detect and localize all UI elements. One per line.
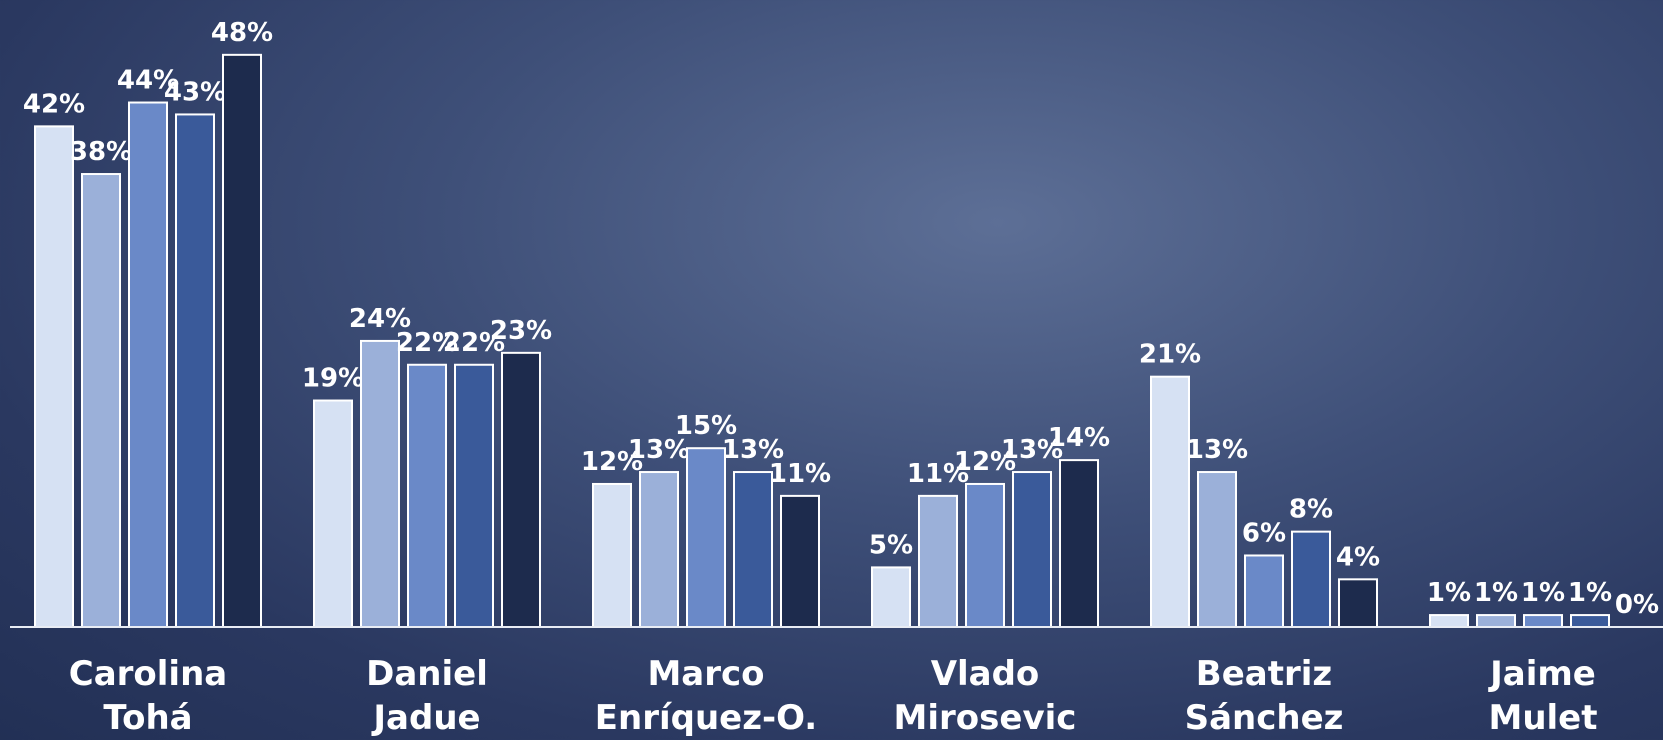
bar <box>733 471 773 629</box>
value-label: 13% <box>722 435 784 465</box>
value-label: 23% <box>490 316 552 346</box>
value-label: 44% <box>117 66 179 96</box>
bar <box>175 113 215 628</box>
bar <box>1523 614 1563 629</box>
value-label: 1% <box>1474 578 1518 608</box>
value-label: 8% <box>1289 495 1333 525</box>
value-label: 11% <box>769 459 831 489</box>
bar <box>1570 614 1610 629</box>
value-label: 22% <box>396 328 458 358</box>
bar <box>918 494 958 628</box>
bar <box>34 125 74 629</box>
bar <box>454 363 494 628</box>
value-label: 48% <box>211 18 273 48</box>
value-label: 14% <box>1048 423 1110 453</box>
value-label: 11% <box>907 459 969 489</box>
value-label: 21% <box>1139 340 1201 370</box>
value-label: 5% <box>869 530 913 560</box>
bar <box>1291 530 1331 629</box>
bar <box>1338 578 1378 629</box>
category-label: Vlado Mirosevic <box>893 654 1077 738</box>
bar <box>81 173 121 628</box>
value-label: 12% <box>581 447 643 477</box>
bar <box>1150 375 1190 628</box>
bar <box>313 399 353 628</box>
value-label: 13% <box>1001 435 1063 465</box>
bar <box>1244 554 1284 628</box>
bar <box>639 471 679 629</box>
value-label: 24% <box>349 304 411 334</box>
value-label: 42% <box>23 89 85 119</box>
value-label: 1% <box>1568 578 1612 608</box>
bar <box>871 566 911 629</box>
bar <box>407 363 447 628</box>
value-label: 43% <box>164 77 226 107</box>
bar <box>1429 614 1469 629</box>
value-label: 38% <box>70 137 132 167</box>
category-label: Daniel Jadue <box>366 654 488 738</box>
bar <box>592 482 632 628</box>
category-label: Beatriz Sánchez <box>1184 654 1344 738</box>
value-label: 1% <box>1521 578 1565 608</box>
bar <box>128 101 168 628</box>
value-label: 6% <box>1242 518 1286 548</box>
bar <box>965 482 1005 628</box>
bar <box>360 339 400 628</box>
value-label: 13% <box>628 435 690 465</box>
value-label: 4% <box>1336 542 1380 572</box>
bar <box>1012 471 1052 629</box>
category-label: Carolina Tohá <box>68 654 228 738</box>
value-label: 19% <box>302 364 364 394</box>
bar <box>1197 471 1237 629</box>
bar <box>686 447 726 629</box>
bar <box>501 351 541 628</box>
value-label: 13% <box>1186 435 1248 465</box>
bar <box>1059 459 1099 628</box>
bar <box>222 53 262 628</box>
category-label: Jaime Mulet <box>1488 654 1598 738</box>
value-label: 1% <box>1427 578 1471 608</box>
value-label: 22% <box>443 328 505 358</box>
bar <box>1476 614 1516 629</box>
value-label: 15% <box>675 411 737 441</box>
category-label: Marco Enríquez-O. <box>594 654 818 738</box>
bar <box>780 494 820 628</box>
value-label: 0% <box>1615 590 1659 620</box>
value-label: 12% <box>954 447 1016 477</box>
